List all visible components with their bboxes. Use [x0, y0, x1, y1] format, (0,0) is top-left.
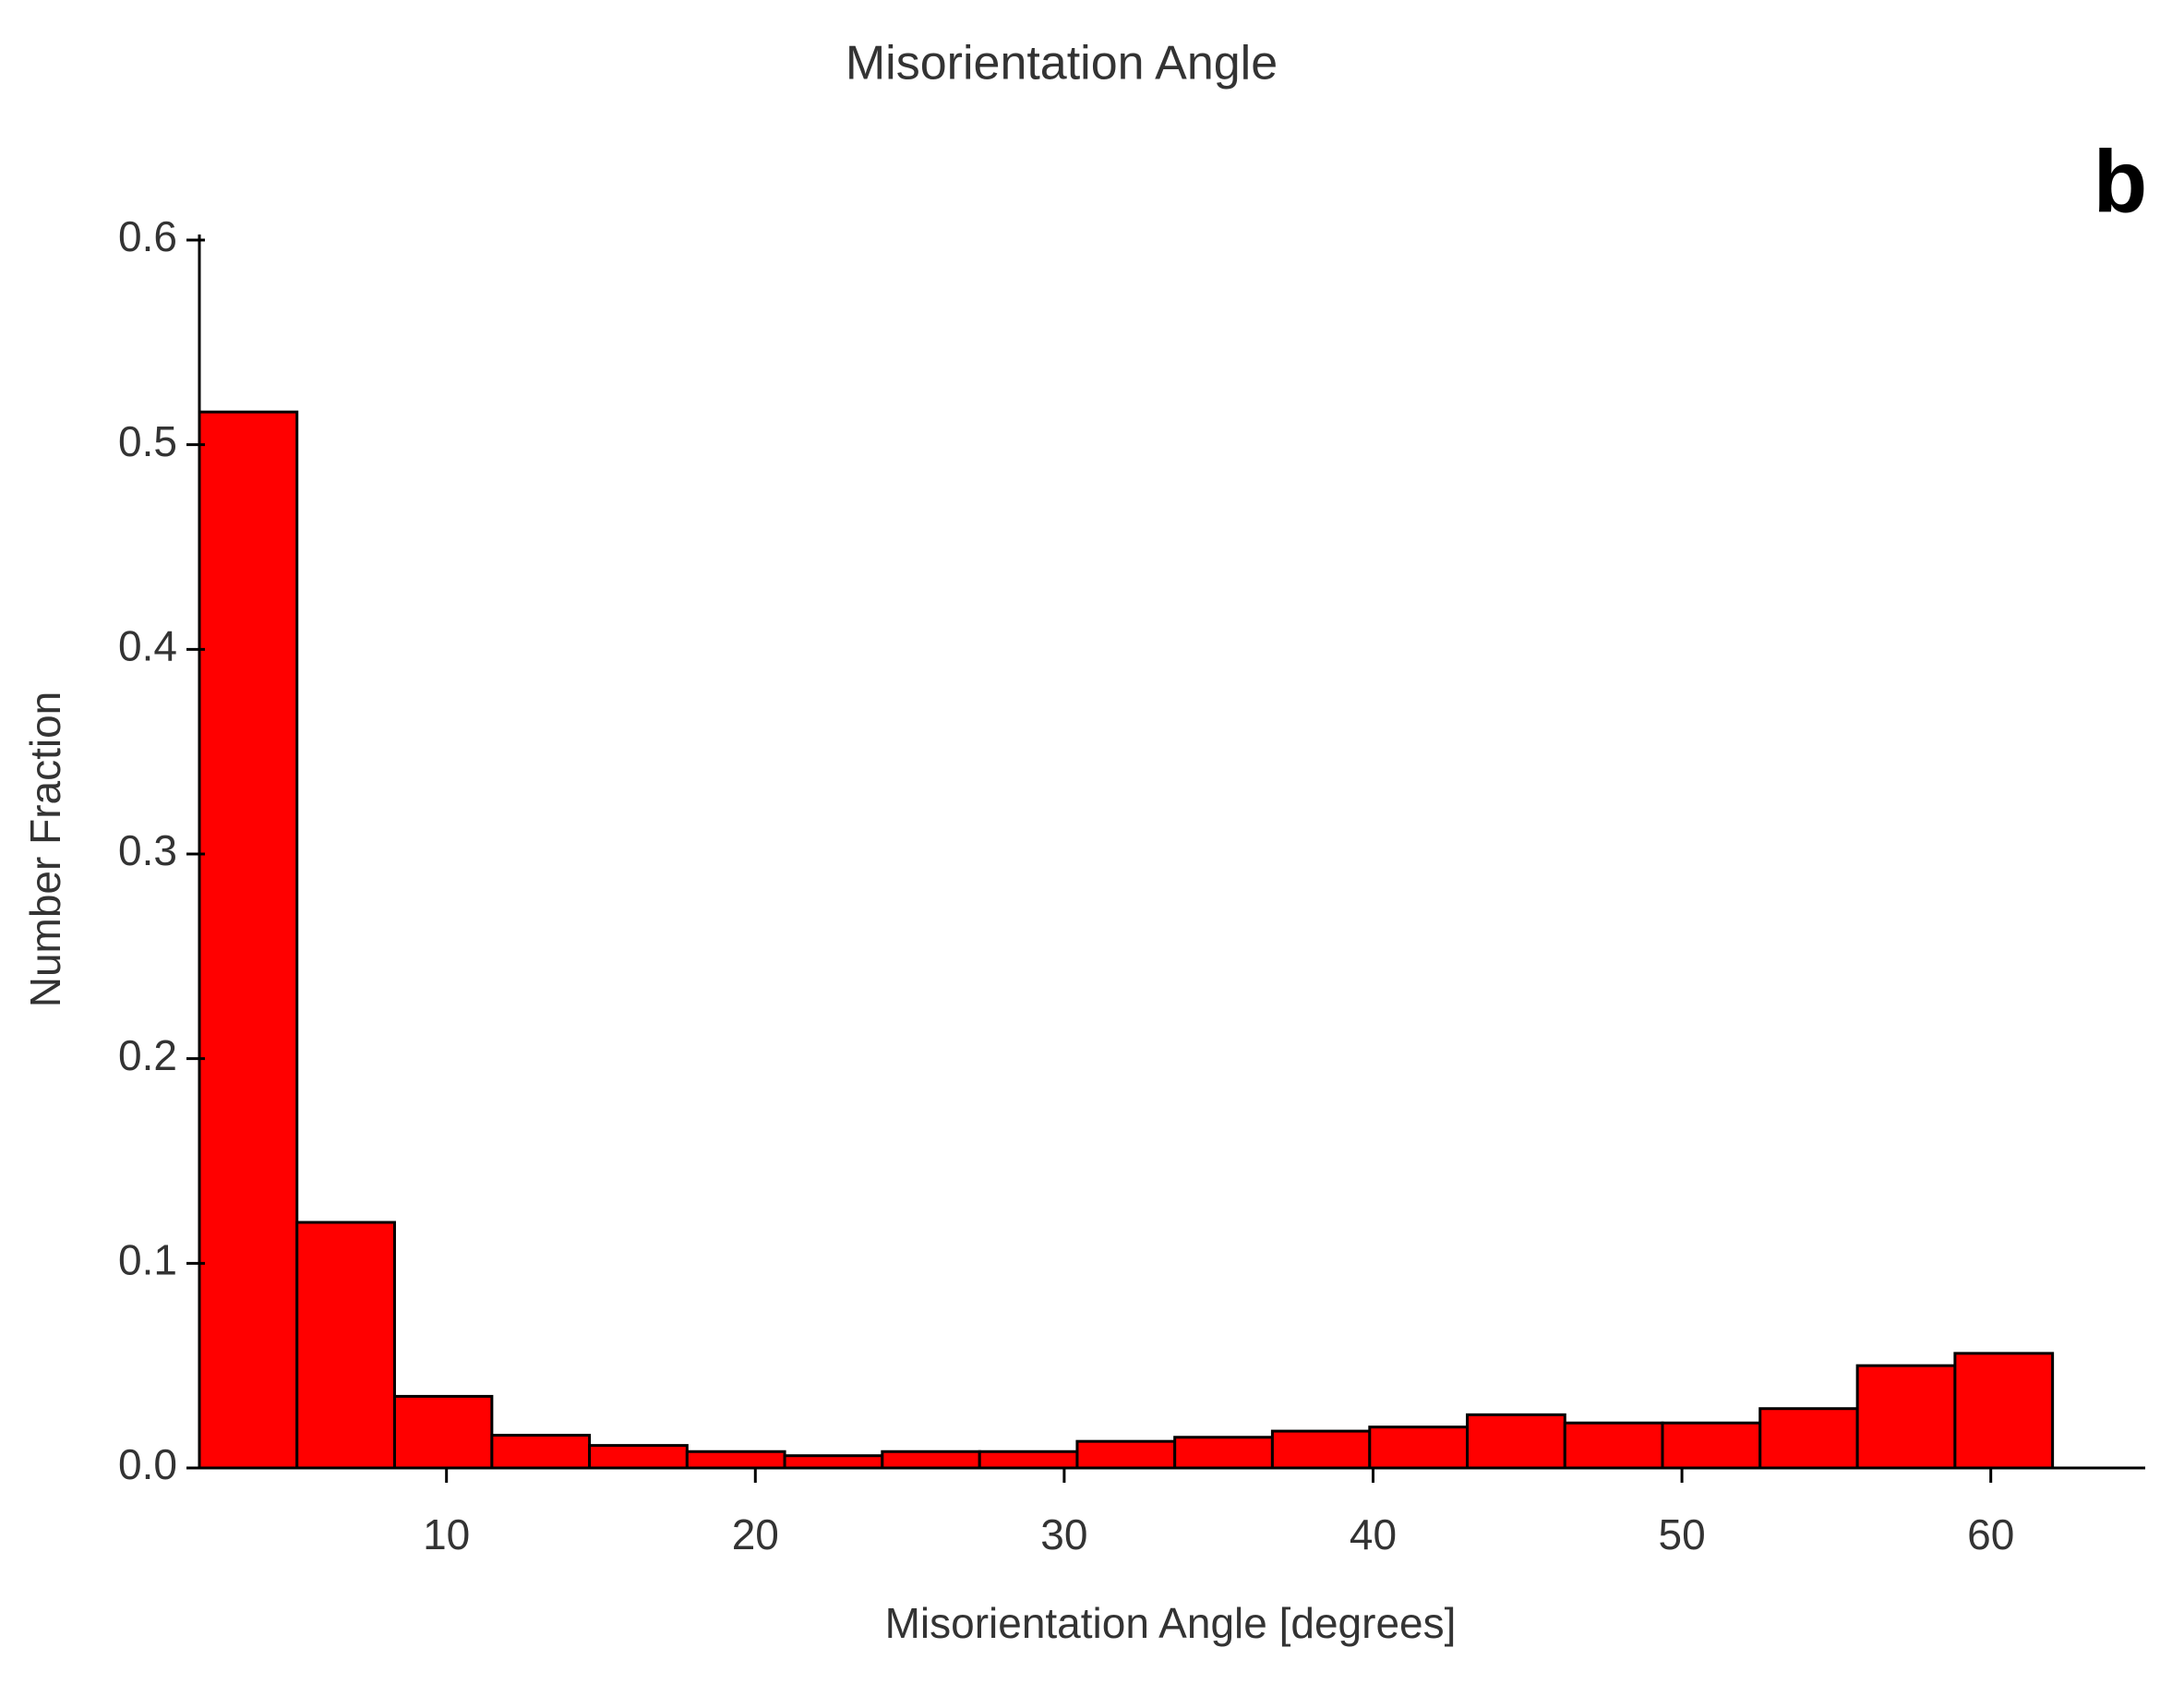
x-tick-label: 30 [1040, 1510, 1087, 1558]
bar [783, 1454, 884, 1470]
bar [1466, 1413, 1566, 1470]
x-tick-label: 50 [1659, 1510, 1706, 1558]
bar [1270, 1429, 1372, 1470]
y-tick-label: 0.3 [118, 826, 177, 874]
y-tick-label: 0.0 [118, 1440, 177, 1488]
y-tick-label: 0.4 [118, 621, 177, 669]
y-tick-label: 0.2 [118, 1031, 177, 1079]
bar [490, 1434, 592, 1470]
bar [295, 1221, 396, 1470]
bar [1855, 1364, 1957, 1470]
bar [1368, 1425, 1470, 1470]
y-tick-label: 0.5 [118, 417, 177, 465]
bar [1661, 1421, 1762, 1470]
bar [685, 1449, 786, 1470]
y-tick-label: 0.6 [118, 212, 177, 260]
x-axis-label: Misorientation Angle [degrees] [885, 1599, 1457, 1647]
bar [881, 1449, 981, 1470]
bar [198, 410, 299, 1470]
x-tick-label: 40 [1350, 1510, 1397, 1558]
bar [1075, 1439, 1177, 1470]
y-tick-label: 0.1 [118, 1235, 177, 1283]
bar [1563, 1421, 1664, 1470]
panel-label: b [2094, 132, 2148, 231]
x-tick-label: 20 [732, 1510, 779, 1558]
bar [1173, 1436, 1274, 1470]
x-tick-label: 60 [1967, 1510, 2014, 1558]
bar [588, 1444, 689, 1470]
chart-title: Misorientation Angle [846, 37, 1278, 90]
bar [1758, 1407, 1859, 1470]
bar [978, 1449, 1079, 1470]
bar [1953, 1352, 2055, 1470]
x-tick-label: 10 [423, 1510, 470, 1558]
bar [392, 1394, 494, 1470]
y-axis-label: Number Fraction [21, 692, 69, 1008]
